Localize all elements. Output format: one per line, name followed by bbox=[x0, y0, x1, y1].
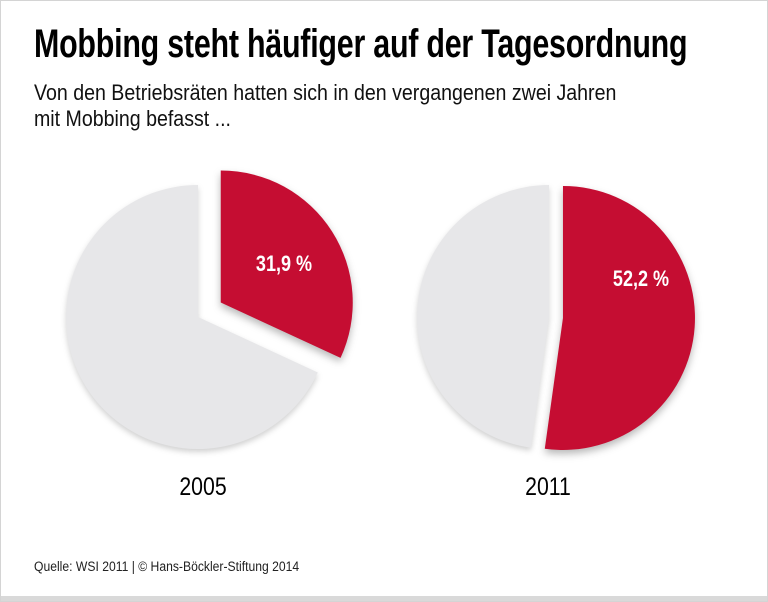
slice-highlight-2005 bbox=[220, 170, 353, 358]
bottom-border-bar bbox=[1, 596, 767, 601]
slice-highlight-2011 bbox=[544, 185, 695, 450]
subtitle-line-2: mit Mobbing befasst ... bbox=[34, 106, 231, 131]
chart-title: Mobbing steht häufiger auf der Tagesordn… bbox=[34, 22, 688, 66]
subtitle-line-1: Von den Betriebsräten hatten sich in den… bbox=[34, 80, 617, 105]
chart-subtitle: Von den Betriebsräten hatten sich in den… bbox=[34, 80, 616, 132]
year-label-2011: 2011 bbox=[525, 473, 571, 501]
slice-remainder-2011 bbox=[417, 185, 549, 448]
value-label-2011: 52,2 % bbox=[612, 266, 670, 291]
value-label-2005: 31,9 % bbox=[255, 251, 313, 276]
year-label-2005: 2005 bbox=[179, 473, 227, 501]
pie-chart-2005 bbox=[66, 170, 353, 449]
slice-remainder-2005 bbox=[66, 185, 318, 449]
source-note: Quelle: WSI 2011 | © Hans-Böckler-Stiftu… bbox=[34, 559, 300, 574]
pie-chart-2011 bbox=[417, 185, 695, 450]
